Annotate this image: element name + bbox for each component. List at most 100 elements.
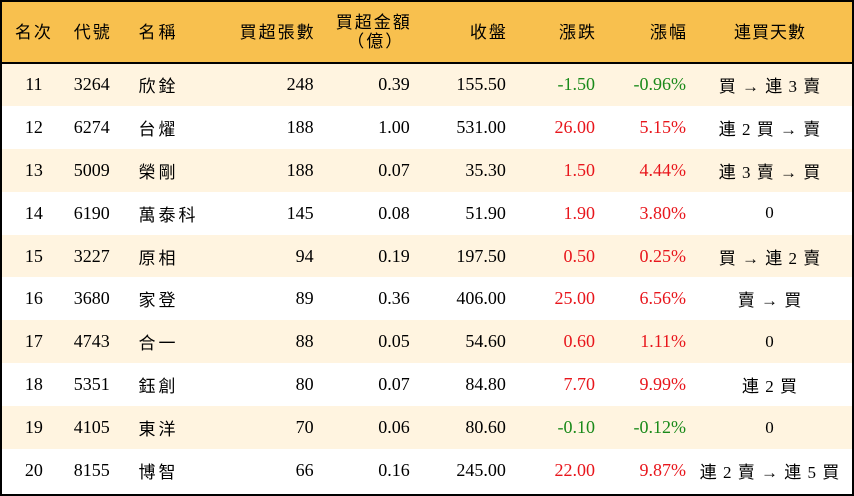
table-row: 17 4743 合一 88 0.05 54.60 0.60 1.11% 0 [2, 320, 852, 364]
cell-streak: 連 2 買 → 賣 [718, 119, 822, 139]
cell-code: 3680 [73, 288, 110, 309]
cell-code: 5009 [73, 159, 110, 180]
cell-name: 合一 [138, 334, 179, 354]
cell-net-buy-amount: 0.05 [378, 331, 410, 352]
header-change-pct: 漲幅 [596, 2, 689, 64]
table-row: 20 8155 博智 66 0.16 245.00 22.00 9.87% 連 2 賣 → 連 … [2, 449, 852, 492]
cell-change-pct: 4.44% [639, 159, 687, 180]
cell-net-buy-amount: 0.07 [378, 159, 410, 180]
cell-streak: 連 3 賣 → 買 [718, 162, 822, 182]
cell-rank: 14 [24, 202, 43, 223]
header-change: 漲跌 [507, 2, 597, 64]
cell-change: 22.00 [554, 459, 595, 480]
cell-code: 3227 [73, 245, 110, 266]
table-row: 14 6190 萬泰科 145 0.08 51.90 1.90 3.80% 0 [2, 191, 852, 235]
header-net-buy-amount-line2: （億） [347, 32, 405, 51]
cell-close: 54.60 [465, 331, 506, 352]
cell-streak: 買 → 連 2 賣 [718, 248, 822, 268]
cell-rank: 20 [24, 459, 43, 480]
table-row: 16 3680 家登 89 0.36 406.00 25.00 6.56% 賣 → 買 [2, 277, 852, 321]
cell-net-buy-lots: 89 [295, 288, 314, 309]
cell-name: 萬泰科 [138, 205, 199, 225]
cell-change: 1.50 [563, 159, 595, 180]
cell-close: 80.60 [465, 417, 506, 438]
cell-change: 26.00 [554, 116, 595, 137]
cell-change-pct: 5.15% [639, 116, 687, 137]
cell-net-buy-amount: 0.06 [378, 417, 410, 438]
cell-change: 25.00 [554, 288, 595, 309]
table-row: 11 3264 欣銓 248 0.39 155.50 -1.50 -0.96% 買 → 連 3 … [2, 63, 852, 106]
cell-net-buy-amount: 0.19 [378, 245, 410, 266]
cell-streak: 0 [765, 331, 775, 351]
cell-change-pct: -0.12% [633, 417, 687, 438]
cell-close: 84.80 [465, 374, 506, 395]
cell-change: -0.10 [557, 417, 595, 438]
cell-close: 35.30 [465, 159, 506, 180]
header-name: 名稱 [128, 2, 220, 64]
header-net-buy-lots: 買超張數 [219, 2, 316, 64]
cell-net-buy-lots: 145 [286, 202, 314, 223]
cell-change: 1.90 [563, 202, 595, 223]
cell-name: 家登 [138, 291, 179, 311]
table-row: 13 5009 榮剛 188 0.07 35.30 1.50 4.44% 連 3 賣 → 買 [2, 148, 852, 192]
cell-close: 51.90 [465, 202, 506, 223]
cell-net-buy-lots: 66 [295, 459, 314, 480]
cell-close: 245.00 [456, 459, 506, 480]
cell-change-pct: -0.96% [633, 74, 687, 95]
cell-net-buy-amount: 1.00 [378, 116, 410, 137]
cell-streak: 連 2 賣 → 連 5 買 [699, 462, 841, 482]
table-body: 11 3264 欣銓 248 0.39 155.50 -1.50 -0.96% 買 → 連 3 … [2, 63, 852, 492]
cell-streak: 賣 → 買 [737, 291, 803, 311]
cell-streak: 0 [765, 417, 775, 437]
cell-name: 鈺創 [138, 377, 179, 397]
cell-code: 4105 [73, 417, 110, 438]
cell-rank: 12 [24, 116, 43, 137]
cell-net-buy-amount: 0.08 [378, 202, 410, 223]
table-row: 15 3227 原相 94 0.19 197.50 0.50 0.25% 買 → 連 2 賣 [2, 234, 852, 278]
cell-code: 4743 [73, 331, 110, 352]
cell-rank: 18 [24, 374, 43, 395]
cell-close: 406.00 [456, 288, 506, 309]
cell-rank: 13 [24, 159, 43, 180]
cell-name: 台燿 [138, 119, 179, 139]
cell-code: 8155 [73, 459, 110, 480]
cell-change: 7.70 [563, 374, 595, 395]
cell-net-buy-amount: 0.36 [378, 288, 410, 309]
table-row: 19 4105 東洋 70 0.06 80.60 -0.10 -0.12% 0 [2, 406, 852, 450]
header-streak: 連買天數 [688, 2, 852, 64]
cell-change-pct: 6.56% [639, 288, 687, 309]
cell-streak: 0 [765, 203, 775, 223]
cell-net-buy-lots: 70 [295, 417, 314, 438]
cell-code: 6274 [73, 116, 110, 137]
cell-name: 榮剛 [138, 162, 179, 182]
table-row: 18 5351 鈺創 80 0.07 84.80 7.70 9.99% 連 2 買 [2, 363, 852, 407]
cell-net-buy-amount: 0.39 [378, 74, 410, 95]
cell-streak: 買 → 連 3 賣 [718, 77, 822, 97]
cell-change: 0.50 [563, 245, 595, 266]
cell-change-pct: 3.80% [639, 202, 687, 223]
cell-name: 原相 [138, 248, 179, 268]
header-code: 代號 [65, 2, 129, 64]
cell-close: 197.50 [456, 245, 506, 266]
table-row: 12 6274 台燿 188 1.00 531.00 26.00 5.15% 連 2 買 → 賣 [2, 105, 852, 149]
cell-name: 博智 [138, 462, 179, 482]
cell-net-buy-lots: 188 [286, 116, 314, 137]
cell-net-buy-lots: 94 [295, 245, 314, 266]
cell-net-buy-lots: 80 [295, 374, 314, 395]
header-net-buy-amount: 買超金額 （億） [315, 2, 412, 64]
cell-close: 155.50 [456, 74, 506, 95]
cell-net-buy-lots: 188 [286, 159, 314, 180]
cell-streak: 連 2 買 [742, 377, 798, 397]
cell-net-buy-amount: 0.16 [378, 459, 410, 480]
cell-change-pct: 0.25% [639, 245, 687, 266]
cell-name: 東洋 [138, 420, 179, 440]
header-close: 收盤 [411, 2, 508, 64]
cell-net-buy-amount: 0.07 [378, 374, 410, 395]
table-header-row: 名次 代號 名稱 買超張數 買超金額 （億） 收盤 漲跌 漲幅 連買天數 [2, 2, 852, 64]
header-net-buy-amount-line1: 買超金額 [335, 13, 412, 32]
cell-rank: 19 [24, 417, 43, 438]
header-rank: 名次 [2, 2, 66, 64]
cell-rank: 17 [24, 331, 43, 352]
